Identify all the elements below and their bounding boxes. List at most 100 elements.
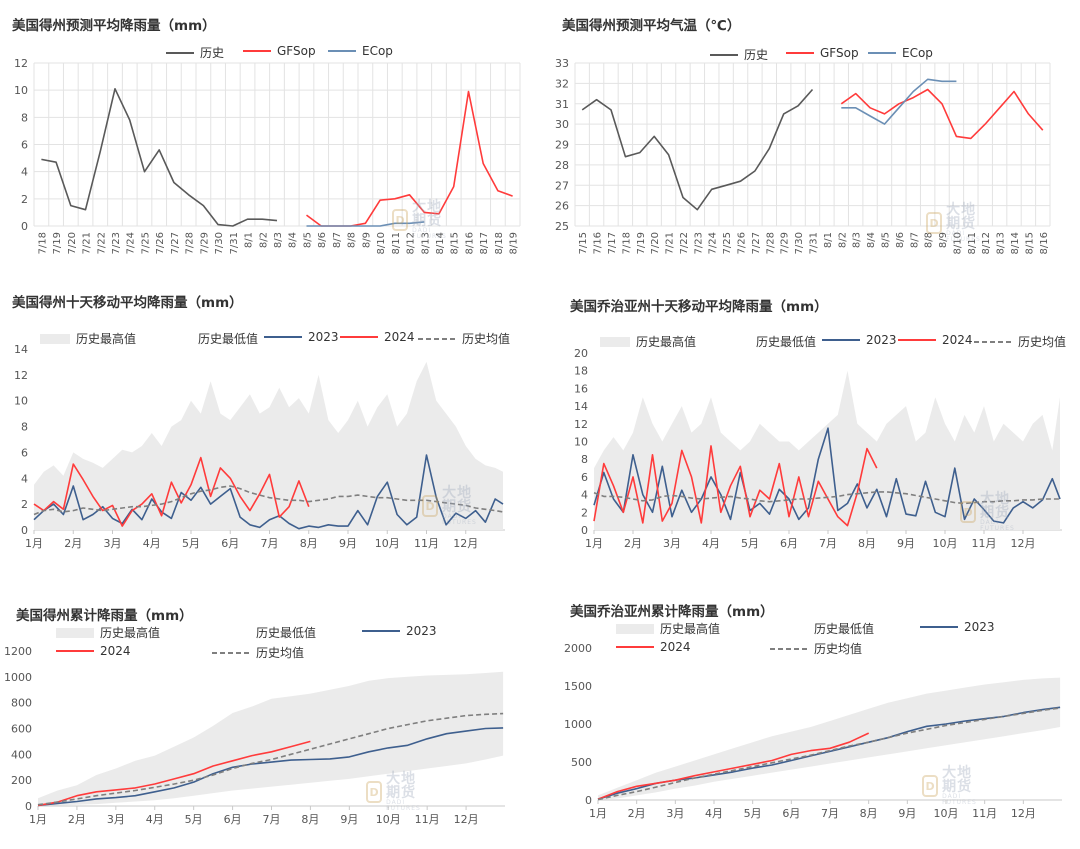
watermark-text: 大地期货 [946,202,977,232]
x-tick-label: 8/4 [288,232,299,248]
watermark-logo: D 大地期货 DADI FUTURES [922,766,983,806]
x-tick-label: 10月 [933,537,958,550]
y-tick-label: 33 [555,57,569,70]
x-tick-label: 7/22 [96,232,107,254]
watermark-text: 大地期货 [980,491,1011,521]
x-tick-label: 10月 [376,813,401,826]
chart-title: 美国得州累计降雨量（mm） [16,608,193,624]
chart-title: 美国得州十天移动平均降雨量（mm） [12,295,243,311]
legend-label: 2024 [384,330,415,344]
x-tick-label: 7/27 [170,232,181,254]
plot-tx-rain-cum: 0 200 400 600 800 1000 1200 1月 2月 3月 4月 5月 6月 7月 8月 9月 1… [4,645,505,826]
x-tick-label: 8/10 [952,232,963,254]
x-tick-label: 8/7 [909,232,920,248]
y-tick-label: 2000 [564,642,592,655]
y-tick-label: 200 [11,774,32,787]
y-tick-label: 1000 [4,671,32,684]
x-tick-label: 11月 [414,537,439,550]
x-tick-label: 9月 [340,813,358,826]
legend-label: ECop [362,44,393,58]
legend-label: 历史 [200,46,225,60]
legend-label: 历史均值 [462,332,511,346]
watermark-subtext: DADI FUTURES [386,799,421,812]
x-tick-label: 11月 [415,813,440,826]
legend-label: 历史最低值 [198,332,259,346]
x-tick-label: 8月 [860,807,878,820]
legend-label: 历史最高值 [636,335,697,349]
y-tick-label: 14 [574,400,588,413]
x-tick-label: 7/30 [794,232,805,254]
y-tick-label: 400 [11,748,32,761]
watermark-logo: D 大地期货 DADI FUTURES [926,203,987,243]
chart-legend: 历史最高值 历史最低值 2023 2024 历史均值 [616,620,995,656]
legend-label: 历史最低值 [814,622,875,636]
series-band-historical-range [594,370,1060,530]
x-tick-label: 8/8 [924,232,935,248]
y-tick-label: 10 [574,436,588,449]
x-tick-label: 7/28 [765,232,776,254]
x-tick-label: 12月 [1011,807,1036,820]
legend-label: 历史均值 [256,646,305,660]
x-tick-label: 8/3 [273,232,284,248]
series-band-historical-range [34,361,503,530]
x-tick-label: 5月 [182,537,200,550]
y-tick-label: 4 [21,166,28,179]
x-tick-label: 5月 [744,807,762,820]
x-tick-label: 7/19 [636,232,647,254]
x-tick-label: 7/21 [82,232,93,254]
x-tick-label: 7/19 [52,232,63,254]
x-tick-label: 8/11 [391,232,402,254]
x-tick-label: 6月 [224,813,242,826]
x-tick-label: 8/9 [361,232,372,248]
series-line-4 [597,707,1061,801]
x-tick-label: 8/11 [967,232,978,254]
legend-label: ECop [902,46,933,60]
x-tick-label: 8/14 [435,232,446,254]
x-tick-label: 6月 [782,807,800,820]
x-tick-label: 2月 [628,807,646,820]
series-line-2 [33,454,504,530]
y-tick-label: 10 [14,395,28,408]
x-tick-label: 8/15 [1024,232,1035,254]
y-tick-label: 31 [555,98,569,111]
y-tick-label: 1500 [564,680,592,693]
legend-label: 历史最高值 [100,626,161,640]
y-tick-label: 2 [581,506,588,519]
legend-label: 2023 [964,620,995,634]
y-tick-label: 6 [21,446,28,459]
chart-legend: 历史最高值 历史最低值 2023 2024 历史均值 [0,0,540,670]
watermark-badge: D [392,209,409,231]
x-tick-label: 7/18 [621,232,632,254]
plot-ga-rain-10d: 0 2 4 6 8 10 12 14 16 18 20 1月 2月 3月 4月 5月 6月 7月 8月 9月 10月 11… [574,347,1062,550]
legend-label: 2023 [406,624,437,638]
watermark-logo: D 大地期货 DADI FUTURES [366,772,427,812]
series-line-3 [37,740,311,807]
x-tick-label: 8/5 [880,232,891,248]
series-band-historical-range [598,677,1061,800]
x-tick-label: 8/12 [981,232,992,254]
watermark-subtext: DADI FUTURES [412,227,447,240]
x-tick-label: 7/17 [607,232,618,254]
x-tick-label: 8/1 [823,232,834,248]
y-tick-label: 6 [581,471,588,484]
y-tick-label: 8 [21,111,28,124]
x-tick-label: 6月 [221,537,239,550]
x-tick-label: 2月 [68,813,86,826]
series-band-historical-range [38,671,504,806]
y-tick-label: 32 [555,77,569,90]
watermark-badge: D [922,775,939,797]
watermark-badge: D [960,501,977,523]
watermark-text: 大地期货 [412,199,443,229]
x-tick-label: 7/15 [578,232,589,254]
chart-title: 美国得州预测平均气温（℃） [562,18,741,34]
series-line-2 [37,727,504,807]
x-tick-label: 7/26 [737,232,748,254]
series-line-0 [41,88,278,227]
y-tick-label: 1200 [4,645,32,658]
x-tick-label: 5月 [185,813,203,826]
x-tick-label: 7/28 [185,232,196,254]
legend-label: GFSop [820,46,859,60]
chart-legend: 历史最高值 历史最低值 2023 2024 历史均值 [0,0,1080,360]
